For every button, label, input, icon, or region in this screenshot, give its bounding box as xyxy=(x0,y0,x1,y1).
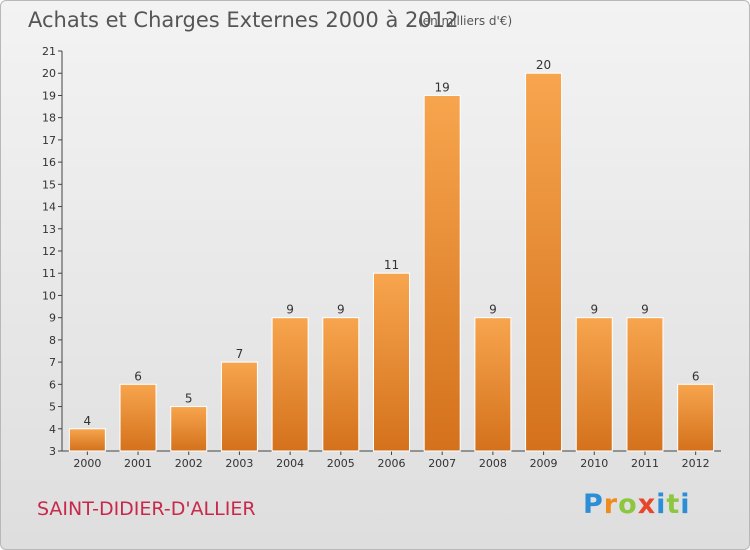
y-tick-label: 11 xyxy=(42,267,56,280)
bar xyxy=(474,317,512,452)
x-tick-label: 2005 xyxy=(327,457,355,470)
x-tick-label: 2009 xyxy=(530,457,558,470)
y-tick-label: 6 xyxy=(49,378,56,391)
logo-letter: x xyxy=(637,489,657,520)
bar xyxy=(575,317,613,452)
bar xyxy=(271,317,309,452)
x-tick-label: 2006 xyxy=(378,457,406,470)
bar xyxy=(220,361,258,452)
data-label: 6 xyxy=(134,369,142,383)
y-tick-label: 5 xyxy=(49,401,56,414)
x-tick-label: 2008 xyxy=(479,457,507,470)
data-label: 11 xyxy=(384,258,399,272)
y-tick-label: 21 xyxy=(42,45,56,58)
y-tick-label: 18 xyxy=(42,112,56,125)
y-tick-label: 10 xyxy=(42,289,56,302)
y-tick-label: 16 xyxy=(42,156,56,169)
data-label: 9 xyxy=(489,303,497,317)
x-tick-label: 2002 xyxy=(175,457,203,470)
data-label: 9 xyxy=(590,303,598,317)
y-tick-label: 9 xyxy=(49,312,56,325)
bar xyxy=(170,406,208,452)
data-label: 9 xyxy=(641,303,649,317)
bar xyxy=(322,317,360,452)
y-tick-label: 20 xyxy=(42,67,56,80)
x-tick-label: 2007 xyxy=(428,457,456,470)
data-label: 9 xyxy=(286,303,294,317)
logo-letter: o xyxy=(618,489,638,520)
data-label: 20 xyxy=(536,58,551,72)
y-tick-label: 17 xyxy=(42,134,56,147)
y-tick-label: 12 xyxy=(42,245,56,258)
x-tick-label: 2001 xyxy=(124,457,152,470)
data-label: 7 xyxy=(236,347,244,361)
logo-letter: t xyxy=(666,489,681,520)
y-tick-label: 4 xyxy=(49,423,56,436)
bar xyxy=(525,72,563,452)
proxiti-logo: Proxiti xyxy=(583,489,691,520)
bar xyxy=(68,428,106,452)
bar xyxy=(677,383,715,452)
y-tick-label: 15 xyxy=(42,178,56,191)
y-tick-label: 3 xyxy=(49,445,56,458)
chart-title: Achats et Charges Externes 2000 à 2012 xyxy=(28,8,459,32)
logo-letter: P xyxy=(583,489,604,520)
chart-unit: (en milliers d'€) xyxy=(418,14,513,28)
y-tick-label: 19 xyxy=(42,89,56,102)
y-tick-label: 7 xyxy=(49,356,56,369)
x-tick-label: 2010 xyxy=(580,457,608,470)
bar xyxy=(423,94,461,452)
logo-letter: i xyxy=(680,489,691,520)
x-tick-label: 2003 xyxy=(225,457,253,470)
data-label: 9 xyxy=(337,303,345,317)
logo-letter: r xyxy=(603,489,619,520)
data-label: 4 xyxy=(84,414,92,428)
x-tick-label: 2000 xyxy=(73,457,101,470)
bar xyxy=(119,383,157,452)
data-label: 5 xyxy=(185,392,193,406)
x-tick-label: 2004 xyxy=(276,457,304,470)
y-tick-label: 14 xyxy=(42,201,56,214)
x-tick-label: 2011 xyxy=(631,457,659,470)
commune-name: SAINT-DIDIER-D'ALLIER xyxy=(37,498,256,520)
data-label: 19 xyxy=(435,80,450,94)
bar xyxy=(626,317,664,452)
y-tick-label: 13 xyxy=(42,223,56,236)
bar xyxy=(373,272,410,452)
data-label: 6 xyxy=(692,369,700,383)
y-tick-label: 8 xyxy=(49,334,56,347)
x-tick-label: 2012 xyxy=(682,457,710,470)
logo-letter: i xyxy=(656,489,667,520)
